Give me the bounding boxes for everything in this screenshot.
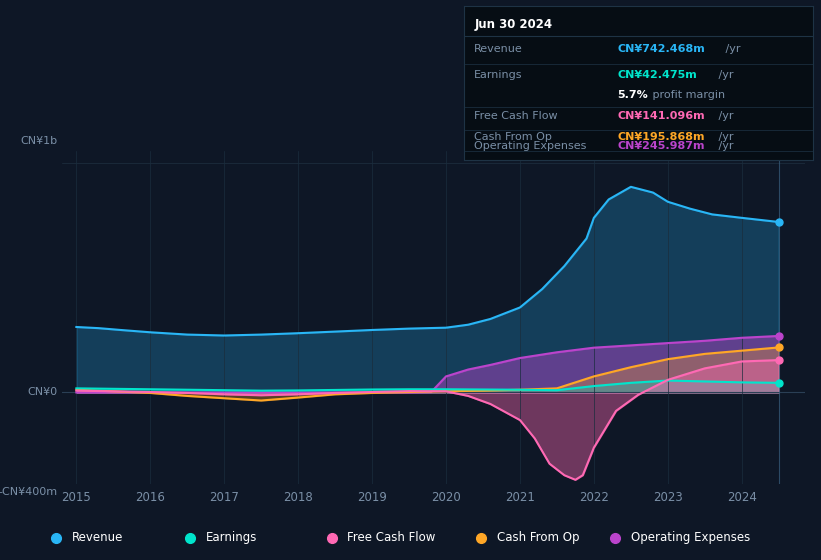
- Text: CN¥141.096m: CN¥141.096m: [617, 111, 705, 122]
- Text: CN¥245.987m: CN¥245.987m: [617, 141, 705, 151]
- Text: Cash From Op: Cash From Op: [498, 531, 580, 544]
- Text: CN¥42.475m: CN¥42.475m: [617, 70, 697, 80]
- Text: -CN¥400m: -CN¥400m: [0, 487, 57, 497]
- Text: Free Cash Flow: Free Cash Flow: [475, 111, 558, 122]
- Text: CN¥195.868m: CN¥195.868m: [617, 132, 705, 142]
- Text: Earnings: Earnings: [475, 70, 523, 80]
- Text: Operating Expenses: Operating Expenses: [475, 141, 587, 151]
- Text: Revenue: Revenue: [475, 44, 523, 54]
- Text: /yr: /yr: [722, 44, 741, 54]
- Text: CN¥742.468m: CN¥742.468m: [617, 44, 705, 54]
- Text: profit margin: profit margin: [649, 90, 725, 100]
- Text: /yr: /yr: [715, 141, 734, 151]
- Text: /yr: /yr: [715, 132, 734, 142]
- Text: Earnings: Earnings: [205, 531, 257, 544]
- Text: CN¥0: CN¥0: [27, 388, 57, 398]
- Text: Revenue: Revenue: [71, 531, 123, 544]
- Text: 5.7%: 5.7%: [617, 90, 648, 100]
- Text: /yr: /yr: [715, 70, 734, 80]
- Text: CN¥1b: CN¥1b: [21, 136, 57, 146]
- Text: /yr: /yr: [715, 111, 734, 122]
- Text: Jun 30 2024: Jun 30 2024: [475, 17, 553, 31]
- Text: Cash From Op: Cash From Op: [475, 132, 553, 142]
- Text: Operating Expenses: Operating Expenses: [631, 531, 750, 544]
- Text: Free Cash Flow: Free Cash Flow: [347, 531, 436, 544]
